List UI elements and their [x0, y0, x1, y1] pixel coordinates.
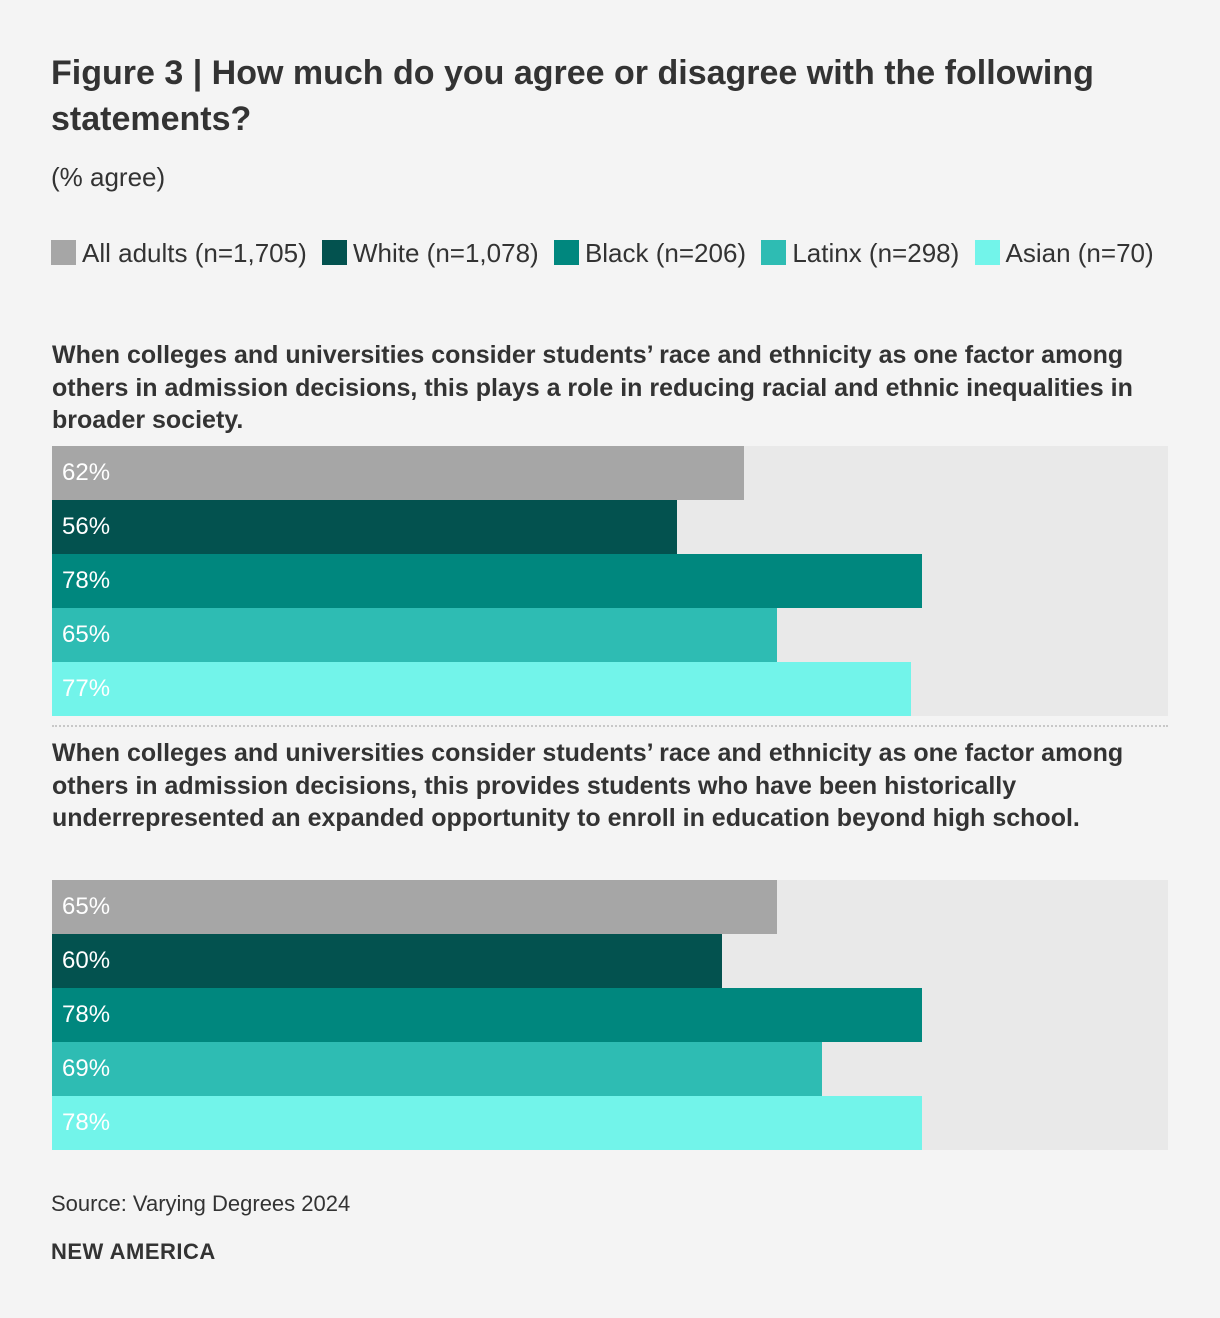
panel-divider — [52, 725, 1168, 727]
panel-1-bar-asian — [52, 662, 912, 716]
panel-2-label-latinx: 69% — [62, 1055, 111, 1082]
panel-2-bar-black — [52, 988, 923, 1042]
legend-swatch-asian — [974, 240, 1000, 265]
legend-item-white: White (n=1,078) — [321, 238, 539, 268]
panel-1-label-all-adults: 62% — [62, 459, 111, 486]
panel-2-plot: 65% 60% 78% 69% 78% — [52, 880, 1168, 1150]
chart-subtitle: (% agree) — [51, 162, 166, 192]
panel-2-label-white: 60% — [62, 947, 111, 974]
panel-1-plot: 62% 56% 78% 65% 77% — [52, 446, 1168, 716]
panel-1-bar-latinx — [52, 608, 778, 662]
panel-2-bar-white — [52, 934, 722, 988]
legend-item-asian: Asian (n=70) — [974, 238, 1154, 268]
panel-1-label-black: 78% — [62, 567, 111, 594]
panel-1-label-latinx: 65% — [62, 621, 111, 648]
legend-swatch-latinx — [761, 240, 787, 265]
source-note: Source: Varying Degrees 2024 — [51, 1191, 351, 1216]
legend-swatch-white — [321, 240, 347, 265]
legend-label-asian: Asian (n=70) — [1005, 238, 1154, 268]
legend-item-all-adults: All adults (n=1,705) — [51, 238, 307, 268]
panel-1-label-asian: 77% — [62, 675, 111, 702]
panel-1-bar-white — [52, 500, 677, 554]
panel-1-label-white: 56% — [62, 513, 111, 540]
legend-label-latinx: Latinx (n=298) — [792, 238, 960, 268]
legend-swatch-black — [553, 240, 579, 265]
panel-1-bar-black — [52, 554, 923, 608]
panel-2-bar-all-adults — [52, 880, 778, 934]
legend-item-latinx: Latinx (n=298) — [761, 238, 959, 268]
panel-2-label-asian: 78% — [62, 1109, 111, 1136]
legend-label-white: White (n=1,078) — [352, 238, 539, 268]
question-2-text: When colleges and universities consider … — [52, 739, 1124, 832]
brand-logo-text: NEW AMERICA — [51, 1239, 216, 1264]
legend-label-black: Black (n=206) — [584, 238, 747, 268]
panel-2-label-all-adults: 65% — [62, 893, 111, 920]
panel-1-bar-all-adults — [52, 446, 744, 500]
panel-2-label-black: 78% — [62, 1001, 111, 1028]
legend-swatch-all-adults — [51, 240, 76, 265]
legend: All adults (n=1,705) White (n=1,078) Bla… — [51, 234, 1171, 272]
question-1-text: When colleges and universities consider … — [52, 341, 1133, 434]
chart-title: Figure 3 | How much do you agree or disa… — [51, 54, 1094, 138]
legend-label-all-adults: All adults (n=1,705) — [82, 238, 307, 268]
panel-2-bar-asian — [52, 1096, 923, 1150]
legend-item-black: Black (n=206) — [553, 238, 747, 268]
panel-2-bar-latinx — [52, 1042, 823, 1096]
